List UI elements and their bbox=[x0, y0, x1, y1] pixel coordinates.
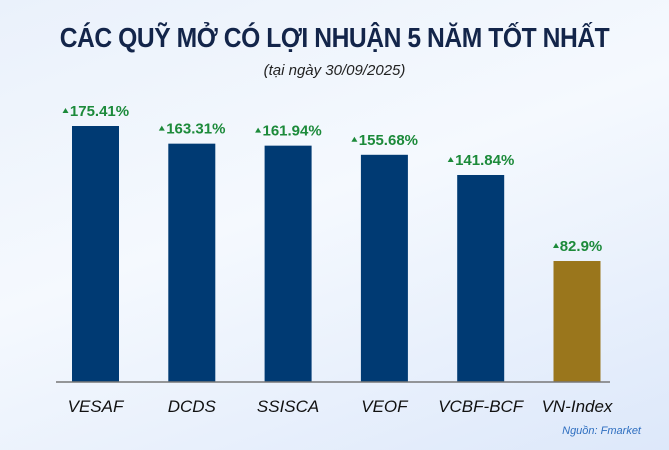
bar-dcds bbox=[168, 143, 216, 382]
data-label: 82.9% bbox=[560, 238, 603, 255]
x-tick-label: VEOF bbox=[361, 397, 409, 416]
bar-vesaf bbox=[72, 126, 119, 382]
data-label: 163.31% bbox=[166, 121, 225, 138]
data-label: 155.68% bbox=[359, 132, 418, 149]
triangle-up-icon bbox=[158, 125, 165, 131]
bar-vcbf-bcf bbox=[457, 174, 505, 382]
chart-subtitle: (tại ngày 30/09/2025) bbox=[263, 62, 406, 79]
bar-ssisca bbox=[264, 145, 312, 382]
x-tick-label: VCBF-BCF bbox=[438, 397, 525, 416]
x-tick-label: VN-Index bbox=[542, 397, 613, 416]
triangle-up-icon bbox=[62, 108, 69, 113]
data-label: 161.94% bbox=[262, 123, 321, 140]
data-label: 175.41% bbox=[70, 103, 129, 120]
triangle-up-icon bbox=[351, 136, 358, 142]
x-tick-label: VESAF bbox=[68, 397, 125, 416]
triangle-up-icon bbox=[447, 156, 454, 162]
chart-title: CÁC QUỸ MỞ CÓ LỢI NHUẬN 5 NĂM TỐT NHẤT bbox=[59, 22, 610, 53]
x-tick-label: SSISCA bbox=[257, 397, 319, 416]
source-note: Nguồn: Fmarket bbox=[562, 425, 641, 437]
data-label: 141.84% bbox=[455, 152, 514, 169]
triangle-up-icon bbox=[553, 243, 559, 249]
triangle-up-icon bbox=[255, 127, 262, 133]
bar-vn-index bbox=[553, 261, 601, 382]
bar-veof bbox=[360, 154, 408, 382]
x-tick-label: DCDS bbox=[168, 397, 217, 416]
